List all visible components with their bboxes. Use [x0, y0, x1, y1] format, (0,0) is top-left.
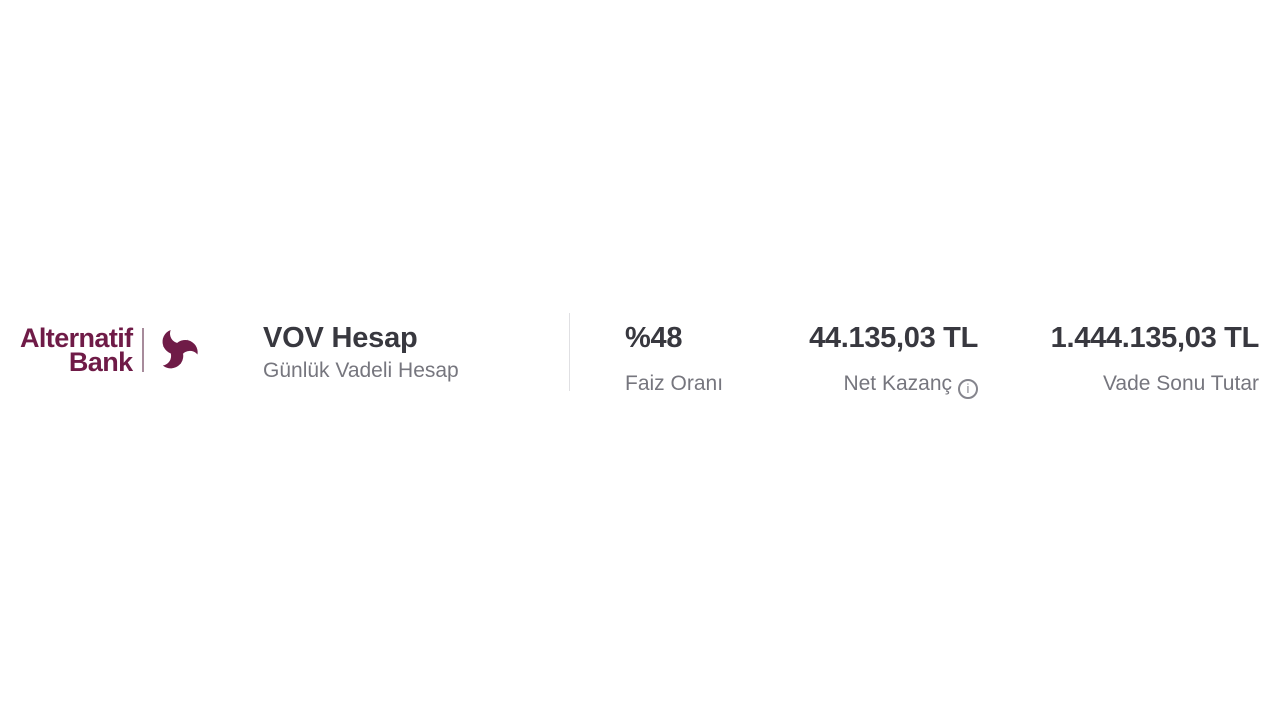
account-subtitle: Günlük Vadeli Hesap	[263, 359, 459, 382]
net-gain-label-text: Net Kazanç	[843, 372, 952, 395]
info-icon[interactable]: i	[958, 378, 978, 399]
bank-logo: Alternatif Bank	[20, 324, 203, 376]
bank-name-line2: Bank	[68, 347, 133, 377]
bank-name-line1: Alternatif	[20, 323, 133, 353]
maturity-amount-value: 1.444.135,03 TL	[1050, 322, 1260, 354]
account-title: VOV Hesap	[263, 322, 418, 354]
bank-wordmark: Alternatif Bank	[20, 323, 133, 377]
logo-divider-rule	[141, 328, 144, 372]
section-divider	[569, 313, 570, 391]
bank-crescents-icon	[162, 329, 198, 369]
stat-net-gain: 44.135,03 TL Net Kazanç i	[809, 322, 978, 399]
net-gain-value: 44.135,03 TL	[809, 322, 978, 354]
account-info: VOV Hesap Günlük Vadeli Hesap	[263, 322, 459, 385]
maturity-amount-label: Vade Sonu Tutar	[1102, 372, 1259, 395]
stat-interest-rate: %48 Faiz Oranı	[625, 322, 723, 397]
net-gain-label: Net Kazanç i	[809, 371, 978, 399]
stat-maturity-amount: 1.444.135,03 TL Vade Sonu Tutar	[1050, 322, 1260, 397]
interest-rate-value: %48	[625, 322, 683, 354]
interest-rate-label: Faiz Oranı	[625, 372, 724, 395]
